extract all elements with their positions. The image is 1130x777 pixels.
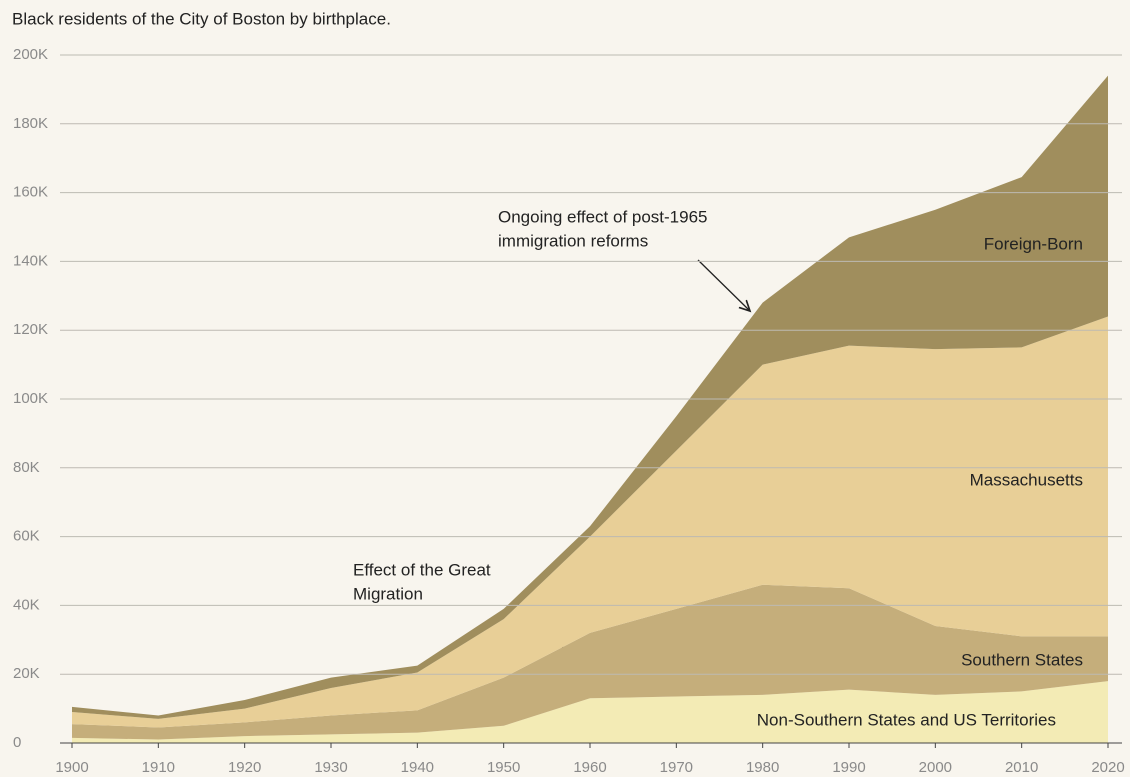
annotation: immigration reforms bbox=[498, 231, 648, 250]
series-label: Southern States bbox=[961, 650, 1083, 669]
y-tick-label: 80K bbox=[13, 459, 40, 476]
x-tick-label: 1910 bbox=[142, 759, 175, 776]
x-tick-label: 1990 bbox=[832, 759, 865, 776]
y-tick-label: 0 bbox=[13, 734, 21, 751]
series-label: Non-Southern States and US Territories bbox=[757, 710, 1056, 729]
y-tick-label: 120K bbox=[13, 321, 48, 338]
x-tick-label: 1970 bbox=[660, 759, 693, 776]
y-tick-label: 180K bbox=[13, 115, 48, 132]
series-label: Foreign-Born bbox=[984, 234, 1083, 253]
y-tick-label: 160K bbox=[13, 184, 48, 201]
x-tick-label: 2010 bbox=[1005, 759, 1038, 776]
y-tick-label: 200K bbox=[13, 46, 48, 63]
area bbox=[72, 316, 1108, 728]
x-tick-label: 2020 bbox=[1091, 759, 1124, 776]
y-tick-label: 20K bbox=[13, 665, 40, 682]
annotation-arrow bbox=[697, 259, 750, 311]
x-tick-label: 1960 bbox=[573, 759, 606, 776]
series-label: Massachusetts bbox=[970, 470, 1083, 489]
annotation: Effect of the Great bbox=[353, 560, 491, 579]
y-tick-label: 40K bbox=[13, 596, 40, 613]
x-tick-label: 1940 bbox=[401, 759, 434, 776]
area bbox=[72, 584, 1108, 740]
x-tick-label: 1930 bbox=[314, 759, 347, 776]
annotation: Migration bbox=[353, 584, 423, 603]
y-tick-label: 100K bbox=[13, 390, 48, 407]
area bbox=[72, 681, 1108, 743]
x-tick-label: 1920 bbox=[228, 759, 261, 776]
x-tick-label: 2000 bbox=[919, 759, 952, 776]
x-tick-label: 1950 bbox=[487, 759, 520, 776]
y-tick-label: 140K bbox=[13, 252, 48, 269]
annotation: Ongoing effect of post-1965 bbox=[498, 207, 708, 226]
x-tick-label: 1900 bbox=[55, 759, 88, 776]
x-tick-label: 1980 bbox=[746, 759, 779, 776]
chart-title: Black residents of the City of Boston by… bbox=[12, 9, 391, 28]
y-tick-label: 60K bbox=[13, 528, 40, 545]
